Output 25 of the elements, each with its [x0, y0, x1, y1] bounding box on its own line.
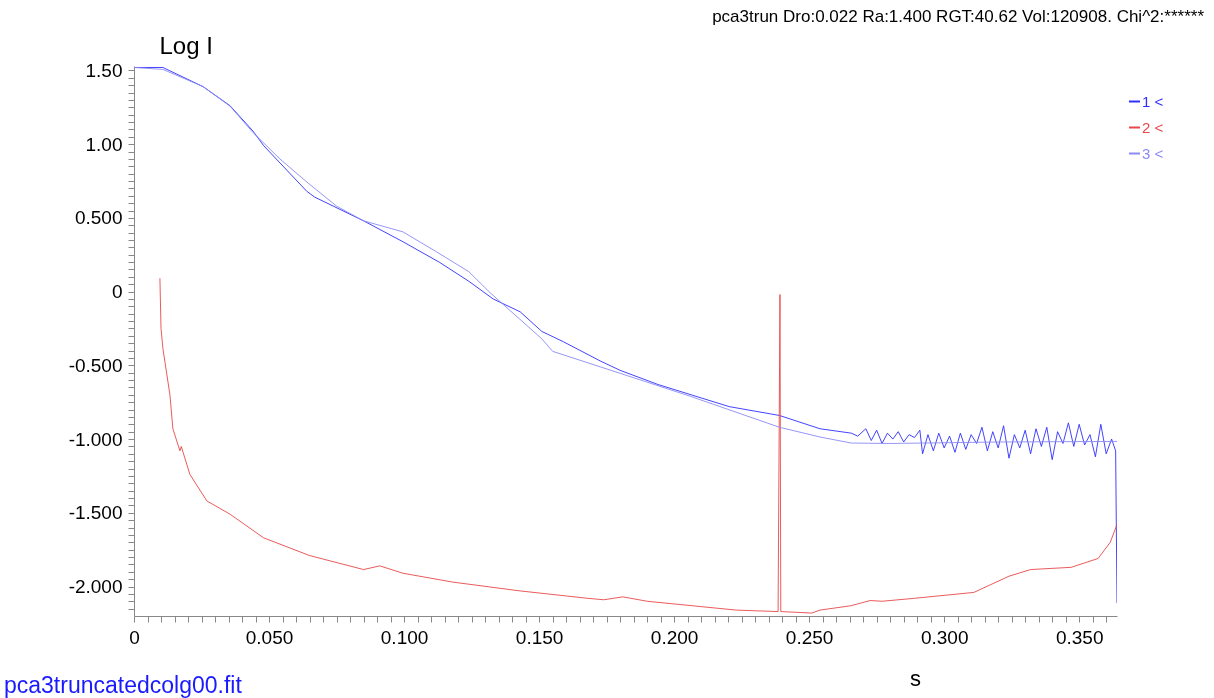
chart-title: pca3trun Dro:0.022 Ra:1.400 RGT:40.62 Vol:120908. Chi^2:****** — [712, 7, 1205, 26]
x-tick-label: 0.100 — [380, 626, 429, 648]
text: pca3truncatedcolg00.fit — [4, 672, 243, 698]
x-tick-label: 0.300 — [920, 626, 969, 648]
x-tick-label: 0.150 — [515, 626, 564, 648]
y-tick-label: -1.000 — [68, 428, 123, 450]
y-tick-label: 1.00 — [85, 133, 123, 155]
x-tick-label: 0.250 — [785, 626, 834, 648]
line-series — [159, 278, 1117, 614]
legend-label: 3 < — [1142, 144, 1164, 162]
y-axis-title: Log I — [159, 31, 213, 59]
x-tick-label: 0.350 — [1055, 626, 1104, 648]
x-axis-title: s — [910, 665, 921, 691]
y-tick-label: -0.500 — [68, 354, 123, 376]
x-tick-label: 0 — [129, 626, 140, 648]
y-tick-label: 0 — [111, 281, 123, 303]
line-series — [134, 67, 1117, 444]
y-tick-label: -2.000 — [68, 576, 123, 598]
y-tick-label: -1.500 — [68, 502, 123, 524]
x-tick-label: 0.050 — [245, 626, 294, 648]
y-tick-label: 1.50 — [85, 59, 123, 81]
legend-label: 2 < — [1142, 118, 1164, 136]
x-tick-label: 0.200 — [650, 626, 699, 648]
y-tick-label: 0.500 — [74, 207, 123, 229]
legend-label: 1 < — [1142, 92, 1164, 110]
